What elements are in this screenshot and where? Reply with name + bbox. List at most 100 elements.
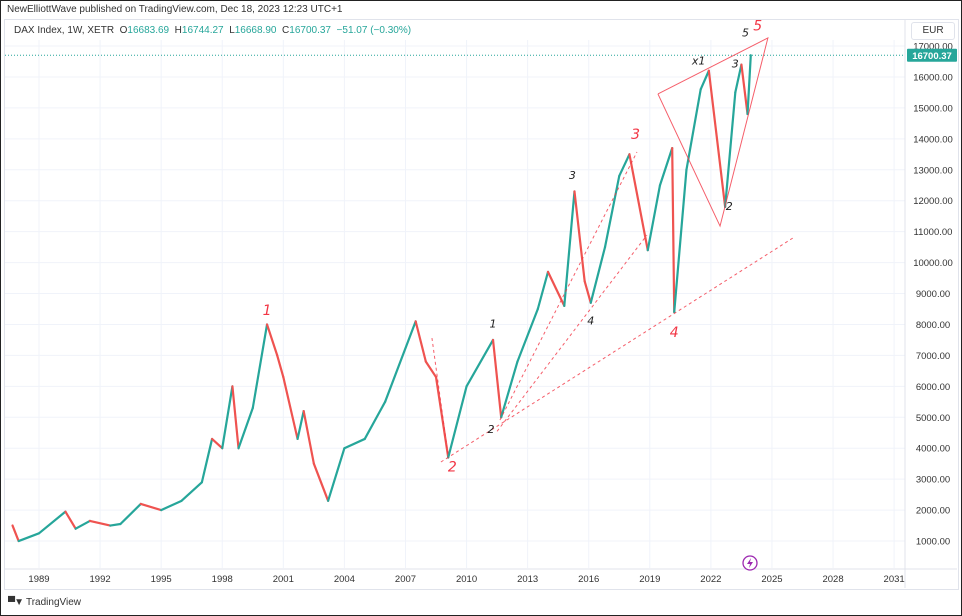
wave-label: 2 [726, 200, 733, 213]
price-segment [671, 147, 676, 314]
price-segment [724, 91, 737, 208]
x-tick-label: 2022 [700, 574, 721, 585]
y-tick-label: 5000.00 [916, 413, 950, 424]
high-value: 16744.27 [181, 25, 224, 36]
x-tick-label: 2013 [517, 574, 538, 585]
price-segment [210, 437, 224, 450]
wave-label: 2 [448, 459, 457, 475]
y-tick-label: 3000.00 [916, 475, 950, 486]
price-segment [685, 88, 702, 171]
dashed-trendline [431, 337, 449, 456]
last-price-tag [907, 48, 957, 62]
symbol-label: DAX Index, 1W, XETR [14, 25, 115, 36]
x-tick-label: 2028 [822, 574, 843, 585]
price-segment [465, 338, 495, 388]
wave-label: 1 [263, 303, 272, 319]
close-value: 16700.37 [289, 25, 331, 36]
y-tick-label: 9000.00 [916, 289, 950, 300]
publish-info: NewElliottWave published on TradingView.… [7, 4, 343, 15]
price-segment [699, 69, 710, 91]
price-segment [589, 246, 607, 304]
price-segment [628, 153, 649, 252]
wave-label: 5 [742, 27, 749, 40]
price-segment [265, 323, 279, 357]
price-segment [200, 437, 214, 484]
price-segment [139, 502, 163, 512]
ohlc-legend: DAX Index, 1W, XETR O16683.69 H16744.27 … [14, 25, 411, 36]
price-segment [312, 462, 330, 502]
dashed-trendline [499, 151, 638, 421]
x-tick-label: 1992 [90, 574, 111, 585]
price-segment [707, 69, 727, 208]
price-segment [414, 320, 427, 363]
price-segment [327, 447, 346, 502]
wave-label: 3 [631, 127, 640, 143]
wave-label: 3 [569, 169, 576, 182]
x-tick-label: 1989 [28, 574, 49, 585]
chart-panel[interactable] [4, 19, 959, 590]
last-price-label: 16700.37 [912, 51, 952, 62]
y-tick-label: 4000.00 [916, 444, 950, 455]
y-tick-label: 16000.00 [913, 72, 953, 83]
x-tick-label: 2031 [884, 574, 905, 585]
price-segment [276, 354, 285, 379]
price-segment [64, 510, 77, 530]
price-segment [37, 510, 67, 535]
lightning-icon[interactable] [742, 555, 758, 571]
price-segment [88, 519, 112, 527]
high-label: H [174, 25, 182, 36]
y-tick-label: 8000.00 [916, 320, 950, 331]
y-tick-label: 2000.00 [916, 506, 950, 517]
wave-label: 4 [587, 314, 594, 327]
price-segment [74, 519, 92, 530]
y-tick-label: 6000.00 [916, 382, 950, 393]
currency-button[interactable]: EUR [911, 22, 955, 40]
triangle-pattern [657, 37, 769, 228]
y-tick-label: 10000.00 [913, 258, 953, 269]
wave-label: 5 [753, 19, 762, 35]
price-segment [384, 320, 417, 403]
brand-name: TradingView [25, 597, 82, 608]
price-segment [658, 147, 674, 187]
price-segment [109, 522, 122, 527]
price-segment [516, 307, 539, 363]
price-segment [500, 360, 519, 419]
tradingview-logo-icon: ▀▼ [8, 597, 24, 608]
price-segment [296, 409, 305, 441]
price-segment [231, 385, 240, 450]
price-segment [221, 385, 234, 450]
y-tick-label: 7000.00 [916, 351, 950, 362]
wave-label: 4 [670, 325, 679, 341]
price-segment [740, 63, 749, 116]
y-tick-label: 11000.00 [914, 227, 953, 238]
change-value: −51.07 (−0.30%) [336, 25, 412, 36]
x-tick-label: 1998 [212, 574, 233, 585]
price-segment [734, 63, 743, 94]
y-tick-label: 1000.00 [916, 537, 950, 548]
price-segment [491, 338, 503, 419]
price-segment [746, 54, 752, 116]
x-tick-label: 2019 [639, 574, 660, 585]
y-tick-label: 17000.00 [913, 42, 953, 53]
wave-label: 2 [487, 423, 494, 436]
x-tick-label: 2007 [395, 574, 416, 585]
tradingview-brand: ▀▼ TradingView [8, 597, 81, 608]
x-tick-label: 1995 [151, 574, 172, 585]
open-label: O [119, 25, 128, 36]
price-segment [363, 400, 387, 441]
price-segment [11, 524, 20, 543]
dashed-trendline [496, 234, 648, 432]
y-tick-label: 12000.00 [913, 196, 953, 207]
price-segment [424, 360, 438, 379]
x-tick-label: 2001 [273, 574, 294, 585]
y-tick-label: 14000.00 [913, 134, 953, 145]
price-segment [536, 270, 550, 311]
x-tick-label: 2016 [578, 574, 599, 585]
close-label: C [282, 25, 290, 36]
x-tick-label: 2025 [761, 574, 782, 585]
price-segment [434, 375, 450, 459]
wave-label: x1 [691, 55, 706, 68]
price-segment [302, 409, 315, 465]
wave-label: 3 [732, 58, 739, 71]
